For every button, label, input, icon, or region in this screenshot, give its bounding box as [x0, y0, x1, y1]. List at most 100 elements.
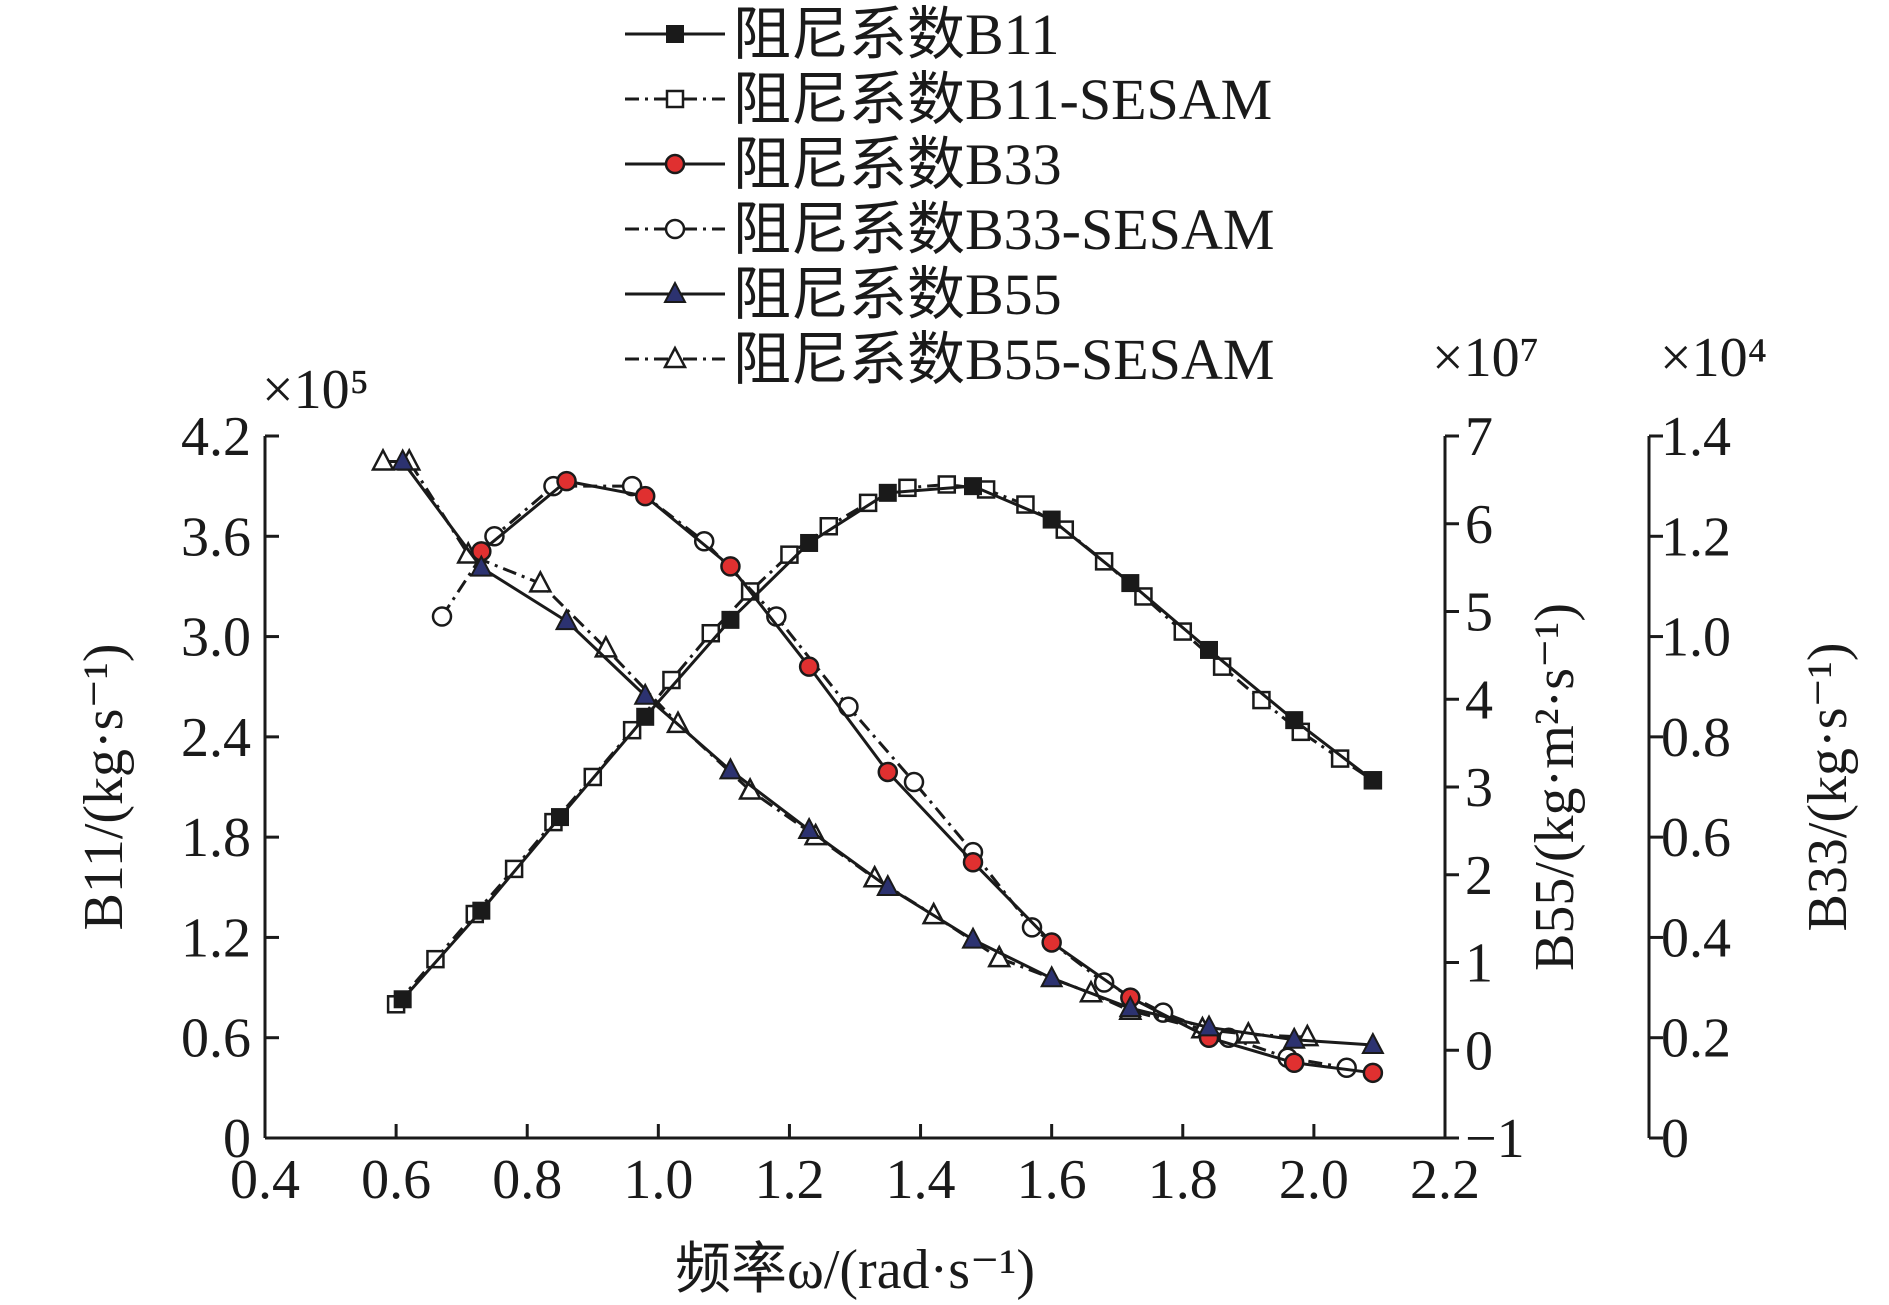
- right-inner-y-tick-label: 0: [1465, 1020, 1493, 1082]
- legend-marker: [663, 280, 687, 303]
- data-point: [903, 771, 925, 793]
- data-point: [961, 926, 985, 949]
- data-point: [693, 531, 715, 552]
- legend-entry: 阻尼系数B33: [625, 132, 1062, 197]
- data-point: [593, 634, 618, 658]
- data-point: [721, 610, 740, 629]
- plot-area: [370, 447, 1385, 1084]
- data-point: [876, 873, 900, 897]
- x-tick-label: 0.6: [361, 1149, 431, 1211]
- data-point: [528, 569, 553, 593]
- left-y-tick-label: 3.6: [181, 506, 251, 568]
- legend-label: 阻尼系数B55-SESAM: [733, 327, 1274, 392]
- series-3: [471, 470, 1384, 1084]
- left-y-multiplier: ×10⁵: [262, 359, 369, 421]
- x-tick-label: 1.2: [754, 1149, 824, 1211]
- data-point: [472, 901, 491, 920]
- right-inner-y-tick-label: 4: [1465, 669, 1493, 731]
- data-point: [391, 448, 415, 471]
- data-point: [798, 656, 820, 677]
- legend-entry: 阻尼系数B55: [625, 262, 1062, 327]
- legend: 阻尼系数B11阻尼系数B11-SESAM阻尼系数B33阻尼系数B33-SESAM…: [625, 2, 1274, 392]
- x-tick-label: 2.0: [1279, 1149, 1349, 1211]
- data-point: [426, 949, 445, 969]
- data-point: [393, 990, 412, 1009]
- legend-entry: 阻尼系数B33-SESAM: [625, 197, 1274, 262]
- axes: 0.4 0.6 0.8 1.0 1.2 1.4 1.6 1.8 2.0 2.2 频率ω/(rad·s…: [73, 327, 1859, 1301]
- left-y-tick-label: 3.0: [181, 607, 251, 669]
- right-outer-y-tick-label: 0: [1661, 1108, 1689, 1170]
- x-tick-label: 1.6: [1017, 1149, 1087, 1211]
- data-point: [1200, 640, 1218, 659]
- data-point: [1362, 1062, 1384, 1084]
- x-tick-label: 1.0: [623, 1149, 693, 1211]
- data-point: [634, 485, 656, 507]
- legend-label: 阻尼系数B11: [733, 2, 1060, 67]
- series-1: [393, 477, 1382, 1009]
- data-point: [469, 554, 493, 577]
- x-tick-label: 0.8: [492, 1149, 562, 1211]
- right-outer-y-axis-label: B33/(kg·s⁻¹): [1797, 643, 1859, 932]
- left-y-axis-label: B11/(kg·s⁻¹): [73, 644, 135, 931]
- right-inner-y-multiplier: ×10⁷: [1432, 327, 1539, 389]
- series-line: [480, 479, 1374, 1075]
- x-tick-label: 1.8: [1148, 1149, 1218, 1211]
- data-point: [878, 483, 897, 502]
- right-inner-y-tick-label: 1: [1465, 933, 1493, 995]
- data-point: [1042, 510, 1061, 529]
- data-point: [1361, 1031, 1385, 1054]
- x-axis-label: 频率ω/(rad·s⁻¹): [675, 1239, 1035, 1301]
- data-point: [1330, 749, 1350, 768]
- legend-entry: 阻尼系数B55-SESAM: [625, 327, 1274, 392]
- data-point: [636, 707, 655, 726]
- left-y-tick-label: 1.2: [181, 907, 251, 969]
- data-point: [1283, 1052, 1305, 1074]
- right-outer-y-tick-label: 0.6: [1661, 807, 1731, 869]
- data-point: [797, 816, 821, 839]
- legend-marker: [666, 25, 684, 43]
- series-line: [394, 482, 1374, 1006]
- data-point: [1040, 965, 1064, 988]
- right-inner-y-tick-label: 5: [1465, 582, 1493, 644]
- right-inner-y-axis-label: B55/(kg·m²·s⁻¹): [1524, 603, 1586, 971]
- data-point: [1118, 994, 1142, 1018]
- right-inner-y-tick-label: 3: [1465, 757, 1493, 819]
- data-point: [1173, 622, 1193, 641]
- data-point: [554, 608, 579, 631]
- data-point: [431, 606, 453, 627]
- data-point: [718, 757, 743, 780]
- data-point: [1282, 1026, 1306, 1049]
- data-point: [1197, 1014, 1221, 1037]
- data-point: [800, 533, 819, 552]
- legend-marker: [662, 345, 688, 369]
- series-line: [401, 484, 1374, 1001]
- x-tick-label: 0.4: [230, 1149, 300, 1211]
- legend-label: 阻尼系数B55: [733, 262, 1062, 327]
- legend-marker: [665, 89, 685, 109]
- left-y-tick-label: 0.6: [181, 1008, 251, 1070]
- right-outer-y-tick-label: 1.0: [1661, 607, 1731, 669]
- data-point: [898, 478, 917, 498]
- legend-label: 阻尼系数B33-SESAM: [733, 197, 1274, 262]
- series-line: [401, 460, 1373, 1047]
- legend-marker: [664, 218, 686, 240]
- series-6: [370, 447, 1320, 1047]
- legend-marker: [664, 153, 686, 175]
- right-inner-y-tick-label: 2: [1465, 845, 1493, 907]
- data-point: [633, 682, 657, 705]
- data-point: [701, 623, 721, 643]
- data-point: [720, 556, 741, 577]
- data-point: [962, 851, 984, 873]
- left-y-tick-label: 0: [223, 1108, 251, 1170]
- data-point: [1093, 972, 1115, 993]
- legend-entry: 阻尼系数B11-SESAM: [625, 67, 1272, 132]
- data-point: [964, 477, 982, 496]
- right-outer-y-tick-label: 0.2: [1661, 1008, 1731, 1070]
- data-point: [370, 447, 396, 471]
- right-inner-y-tick-label: −1: [1465, 1108, 1525, 1170]
- data-point: [1363, 771, 1382, 790]
- series-line: [383, 459, 1308, 1039]
- data-point: [1041, 932, 1062, 953]
- legend-entry: 阻尼系数B11: [625, 2, 1060, 67]
